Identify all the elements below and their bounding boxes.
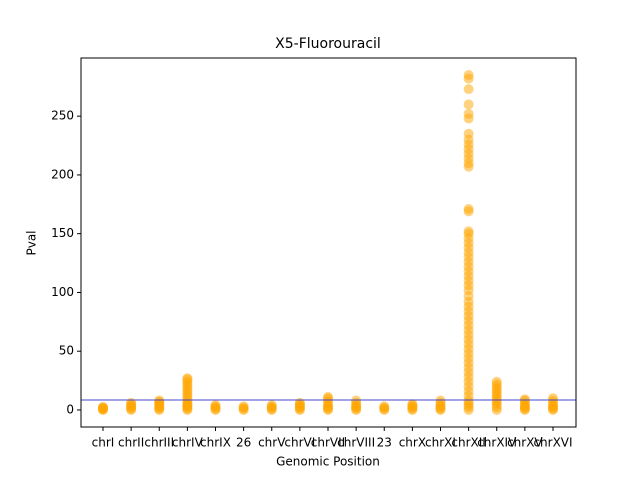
y-tick-label: 250 xyxy=(51,109,74,123)
x-tick-label: chrXV xyxy=(507,436,543,450)
point xyxy=(407,399,418,410)
point xyxy=(463,128,474,139)
point xyxy=(294,397,305,408)
point xyxy=(323,392,333,403)
y-tick-label: 100 xyxy=(51,285,74,299)
point xyxy=(463,70,474,81)
x-tick-label: chrVI xyxy=(284,436,315,450)
point xyxy=(463,84,474,95)
x-tick-label: chrXII xyxy=(451,436,485,450)
x-tick-label: chrXVI xyxy=(533,436,572,450)
point xyxy=(266,400,277,411)
x-tick-label: chrXI xyxy=(425,436,456,450)
point xyxy=(379,401,390,412)
point xyxy=(154,395,165,406)
x-tick-label: chrX xyxy=(399,436,426,450)
x-tick-label: chrV xyxy=(258,436,286,450)
point xyxy=(351,395,362,406)
x-tick-label: chrIV xyxy=(172,436,204,450)
plot-frame xyxy=(80,57,577,428)
point xyxy=(491,376,502,387)
point xyxy=(463,99,474,110)
x-tick-label: chrIII xyxy=(144,436,174,450)
x-tick-label: chrVII xyxy=(311,436,345,450)
y-tick-label: 200 xyxy=(51,167,74,181)
x-tick-label: 23 xyxy=(377,436,392,450)
point xyxy=(210,400,221,411)
point xyxy=(463,204,474,215)
x-tick-label: chrXIV xyxy=(477,436,517,450)
point xyxy=(463,226,474,237)
point xyxy=(435,395,446,406)
point xyxy=(548,393,558,404)
y-tick-label: 50 xyxy=(59,344,74,358)
chart-title: X5-Fluorouracil xyxy=(275,36,381,52)
point xyxy=(98,402,108,413)
point xyxy=(238,401,249,412)
x-tick-label: chrI xyxy=(92,436,115,450)
y-axis-label: Pval xyxy=(25,230,39,255)
y-tick-label: 0 xyxy=(66,402,74,416)
y-tick-label: 150 xyxy=(51,226,74,240)
x-tick-label: chrIX xyxy=(200,436,231,450)
point xyxy=(126,397,137,408)
x-tick-label: chrII xyxy=(118,436,144,450)
point xyxy=(182,373,193,384)
x-tick-label: 26 xyxy=(236,436,251,450)
x-tick-label: chrVIII xyxy=(337,436,375,450)
x-axis-label: Genomic Position xyxy=(276,455,380,469)
point xyxy=(463,108,474,119)
point xyxy=(519,394,530,405)
